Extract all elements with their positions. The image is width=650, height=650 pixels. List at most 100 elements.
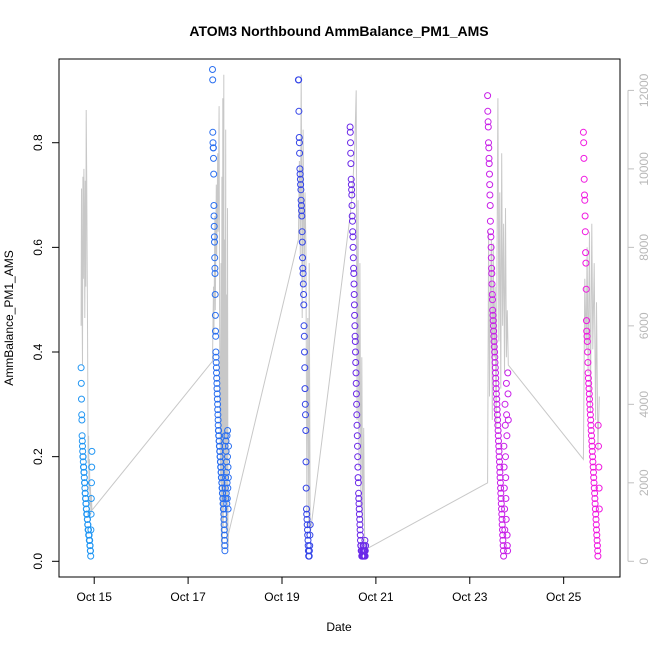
data-point xyxy=(297,196,305,204)
data-point xyxy=(298,207,306,215)
data-point xyxy=(361,547,369,555)
data-point xyxy=(209,144,217,152)
data-point xyxy=(210,154,217,162)
data-point xyxy=(348,186,356,194)
data-point xyxy=(593,542,601,550)
data-point xyxy=(494,432,502,440)
data-point xyxy=(348,212,356,220)
data-point xyxy=(587,427,595,434)
data-point xyxy=(304,531,312,539)
data-point xyxy=(352,390,360,398)
data-point xyxy=(590,484,598,492)
data-point xyxy=(306,542,314,550)
data-point xyxy=(502,453,509,461)
data-point xyxy=(594,547,602,555)
data-point xyxy=(486,217,494,225)
data-point xyxy=(583,327,591,335)
data-point xyxy=(298,212,306,220)
data-point xyxy=(589,453,597,461)
data-point xyxy=(305,552,313,560)
data-point xyxy=(488,264,496,272)
data-point xyxy=(590,474,598,482)
data-point xyxy=(486,191,494,199)
data-point xyxy=(80,463,88,471)
data-point xyxy=(503,542,511,550)
data-point xyxy=(209,76,217,84)
data-point xyxy=(583,317,590,325)
data-point xyxy=(354,474,362,482)
x-tick-label: Oct 25 xyxy=(546,590,582,604)
data-point xyxy=(584,348,592,356)
data-point xyxy=(88,447,96,455)
data-point xyxy=(303,521,311,529)
data-point xyxy=(351,311,359,319)
data-point xyxy=(223,458,231,466)
data-point xyxy=(297,202,305,209)
data-point xyxy=(582,249,590,257)
data-point xyxy=(214,406,222,414)
data-point xyxy=(220,510,228,518)
data-point xyxy=(297,181,305,189)
data-point xyxy=(350,291,358,298)
data-point xyxy=(347,175,355,183)
data-point xyxy=(214,400,222,408)
data-point xyxy=(485,144,493,152)
data-point xyxy=(350,270,358,277)
y2-tick-label: 10000 xyxy=(637,152,650,186)
data-point xyxy=(493,395,501,403)
data-point xyxy=(502,515,510,523)
data-point xyxy=(299,264,307,272)
data-point xyxy=(495,447,503,455)
data-point xyxy=(593,526,600,534)
data-point xyxy=(85,526,92,534)
data-point xyxy=(224,427,232,434)
data-point xyxy=(212,332,220,340)
data-point xyxy=(488,270,496,277)
data-point xyxy=(504,416,512,424)
data-point xyxy=(353,421,361,429)
data-point xyxy=(213,385,221,393)
data-point xyxy=(594,552,602,560)
data-point xyxy=(80,474,88,482)
data-point xyxy=(301,364,309,372)
x-axis: Oct 15 Oct 17 Oct 19 Oct 21 Oct 23 Oct 25 xyxy=(77,577,582,604)
data-point xyxy=(579,128,587,136)
data-point xyxy=(300,322,308,330)
data-point xyxy=(78,437,86,445)
data-point xyxy=(361,536,369,544)
data-point xyxy=(213,395,221,403)
data-point xyxy=(217,463,225,471)
data-point xyxy=(210,233,218,241)
data-point xyxy=(223,479,231,487)
data-point xyxy=(352,348,359,356)
data-point xyxy=(500,484,508,492)
data-point xyxy=(502,474,510,482)
data-point xyxy=(362,542,370,550)
data-point xyxy=(491,348,499,356)
data-point xyxy=(584,359,592,366)
data-point xyxy=(581,191,588,199)
data-point xyxy=(503,531,511,539)
data-point xyxy=(83,505,90,513)
data-point xyxy=(213,374,221,382)
data-point xyxy=(296,165,304,173)
data-point xyxy=(298,238,306,246)
data-point xyxy=(361,552,369,560)
data-point xyxy=(353,400,361,408)
data-point xyxy=(585,379,593,387)
data-point xyxy=(220,526,228,534)
data-point xyxy=(302,411,309,419)
data-point xyxy=(593,531,601,539)
data-point xyxy=(84,521,92,529)
data-point xyxy=(499,536,507,544)
data-point xyxy=(81,489,89,497)
y-tick-label: 0.2 xyxy=(31,448,45,465)
data-point xyxy=(586,411,594,419)
data-point xyxy=(593,536,601,544)
data-point xyxy=(300,291,308,298)
data-point xyxy=(87,547,94,555)
data-point xyxy=(497,489,505,497)
data-point xyxy=(297,186,305,194)
data-point xyxy=(583,332,591,340)
